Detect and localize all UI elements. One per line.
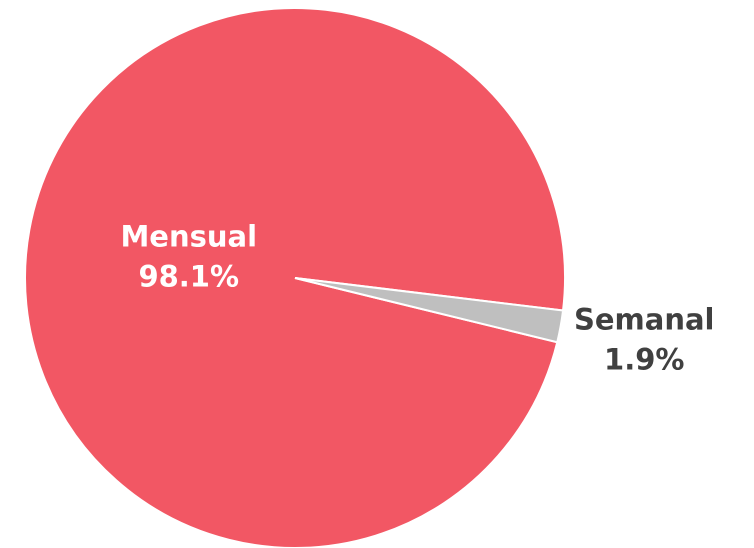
pie-slice <box>294 277 565 344</box>
slice-label: Mensual <box>120 220 257 254</box>
slice-value-label: 98.1% <box>138 260 239 294</box>
slice-label: Semanal <box>574 303 715 337</box>
slice-value-label: 1.9% <box>604 343 684 377</box>
